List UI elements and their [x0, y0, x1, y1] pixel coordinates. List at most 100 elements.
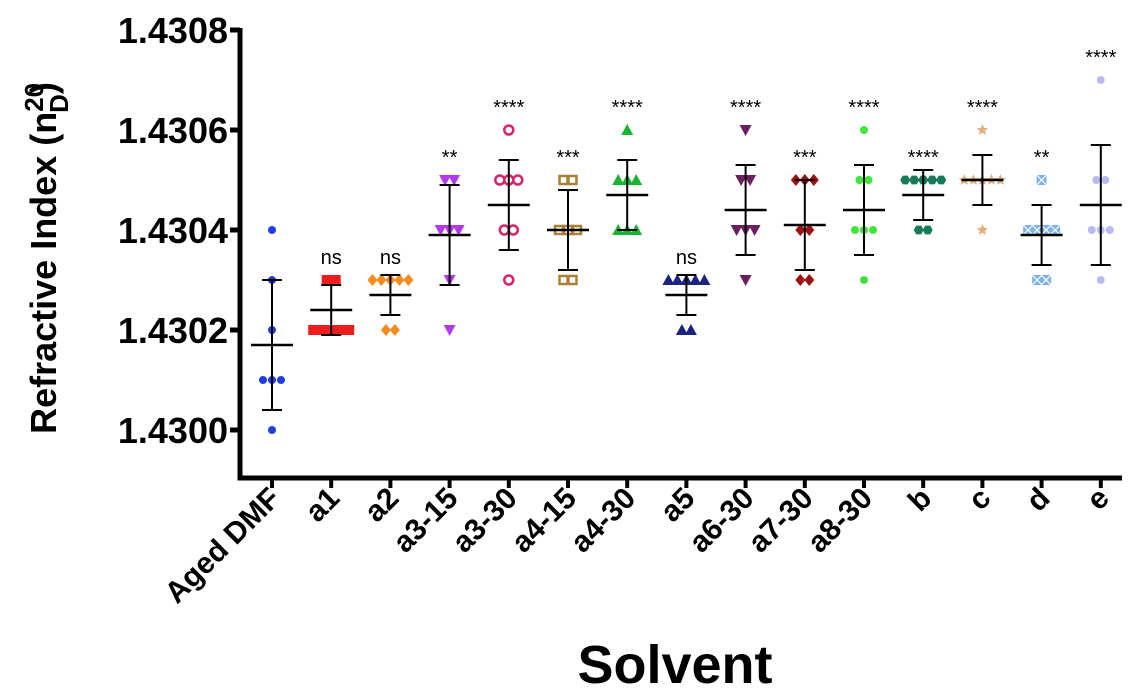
data-point — [507, 224, 520, 236]
data-point — [367, 274, 378, 286]
data-point — [1101, 176, 1110, 184]
data-point — [1096, 76, 1105, 84]
significance-label: **** — [730, 97, 761, 119]
data-point — [389, 324, 400, 336]
series-group: **** — [606, 97, 649, 235]
data-point — [739, 125, 752, 136]
data-point — [913, 225, 924, 235]
data-point — [443, 325, 456, 336]
data-point-cross — [1022, 224, 1034, 236]
data-point — [855, 176, 864, 184]
series-group: *** — [547, 147, 589, 286]
data-point — [494, 174, 506, 186]
series-group: **** — [843, 97, 885, 284]
y-tick-label: 1.4308 — [118, 10, 228, 51]
data-point — [804, 274, 815, 286]
series-group: **** — [958, 97, 1007, 235]
data-point — [795, 274, 806, 286]
data-point-cross — [1040, 224, 1052, 236]
data-point — [558, 274, 569, 286]
data-point — [744, 175, 757, 186]
series-group: ns — [662, 247, 711, 335]
data-point — [448, 175, 461, 186]
x-tick-label: a3-30 — [446, 482, 524, 560]
data-point — [259, 376, 267, 384]
x-tick-label: a7-30 — [742, 482, 820, 560]
data-point — [308, 325, 319, 335]
significance-label: **** — [848, 97, 879, 119]
data-point — [394, 274, 405, 286]
x-tick-label: c — [962, 482, 997, 517]
data-point-cross — [1049, 224, 1061, 236]
series-group: ** — [1020, 147, 1063, 286]
series-group: **** — [1079, 47, 1122, 284]
data-point — [317, 325, 328, 335]
data-point — [689, 274, 702, 285]
data-point — [795, 224, 806, 236]
data-point — [498, 224, 511, 236]
data-point-cross — [1031, 224, 1043, 236]
x-tick-label: b — [902, 482, 938, 518]
data-point — [344, 325, 355, 335]
x-tick-label: a8-30 — [801, 482, 879, 560]
series-group: ** — [428, 147, 471, 336]
significance-label: ns — [676, 247, 697, 269]
data-point — [976, 224, 989, 235]
data-point — [860, 126, 868, 134]
y-axis-title-text: Refractive Index (n20D) — [19, 82, 74, 434]
y-axis-title: Refractive Index (n20D) — [19, 82, 74, 434]
y-axis-title-sup: 20 — [19, 83, 49, 112]
x-tick-label: a5 — [654, 482, 701, 529]
data-point — [864, 176, 873, 184]
data-point — [277, 376, 285, 384]
y-tick-label: 1.4300 — [118, 410, 228, 451]
data-point — [403, 274, 414, 286]
series-group: **** — [724, 97, 767, 286]
y-axis-title-main: Refractive Index (n — [23, 112, 64, 434]
data-point — [1022, 224, 1034, 236]
series-group: *** — [783, 147, 826, 286]
data-point-cross — [1040, 274, 1052, 286]
data-point — [434, 225, 447, 236]
significance-label: **** — [493, 97, 524, 119]
significance-label: ** — [442, 147, 458, 169]
data-point — [900, 175, 911, 185]
data-point — [976, 124, 989, 135]
data-point — [621, 124, 634, 135]
data-point — [662, 274, 675, 285]
data-point — [684, 324, 697, 335]
data-point — [927, 175, 938, 185]
significance-label: ns — [380, 247, 401, 269]
data-point — [675, 324, 688, 335]
significance-label: **** — [967, 97, 998, 119]
data-point — [1031, 274, 1043, 286]
significance-label: ** — [1034, 147, 1050, 169]
significance-label: *** — [793, 147, 817, 169]
data-point — [630, 174, 643, 185]
significance-label: *** — [556, 147, 580, 169]
data-point — [671, 274, 684, 285]
data-point — [335, 325, 346, 335]
series-group: ns — [308, 247, 355, 336]
data-point — [1096, 276, 1105, 284]
data-point — [439, 175, 452, 186]
x-tick-label: Aged DMF — [159, 482, 287, 610]
data-point — [869, 226, 877, 234]
x-tick-label: a1 — [299, 482, 346, 529]
data-point — [321, 275, 332, 285]
data-point — [739, 275, 752, 286]
data-point — [1040, 224, 1052, 236]
data-point — [698, 274, 711, 285]
data-point — [1040, 274, 1052, 286]
x-tick-label: a3-15 — [387, 482, 465, 560]
data-point — [612, 174, 625, 185]
y-tick-label: 1.4304 — [118, 210, 228, 251]
x-tick-label: e — [1081, 482, 1116, 517]
significance-label: **** — [908, 147, 939, 169]
data-point — [503, 124, 515, 136]
series-group: ns — [367, 247, 414, 336]
data-point — [922, 225, 933, 235]
data-point-cross — [1036, 174, 1048, 186]
data-point — [936, 175, 947, 185]
